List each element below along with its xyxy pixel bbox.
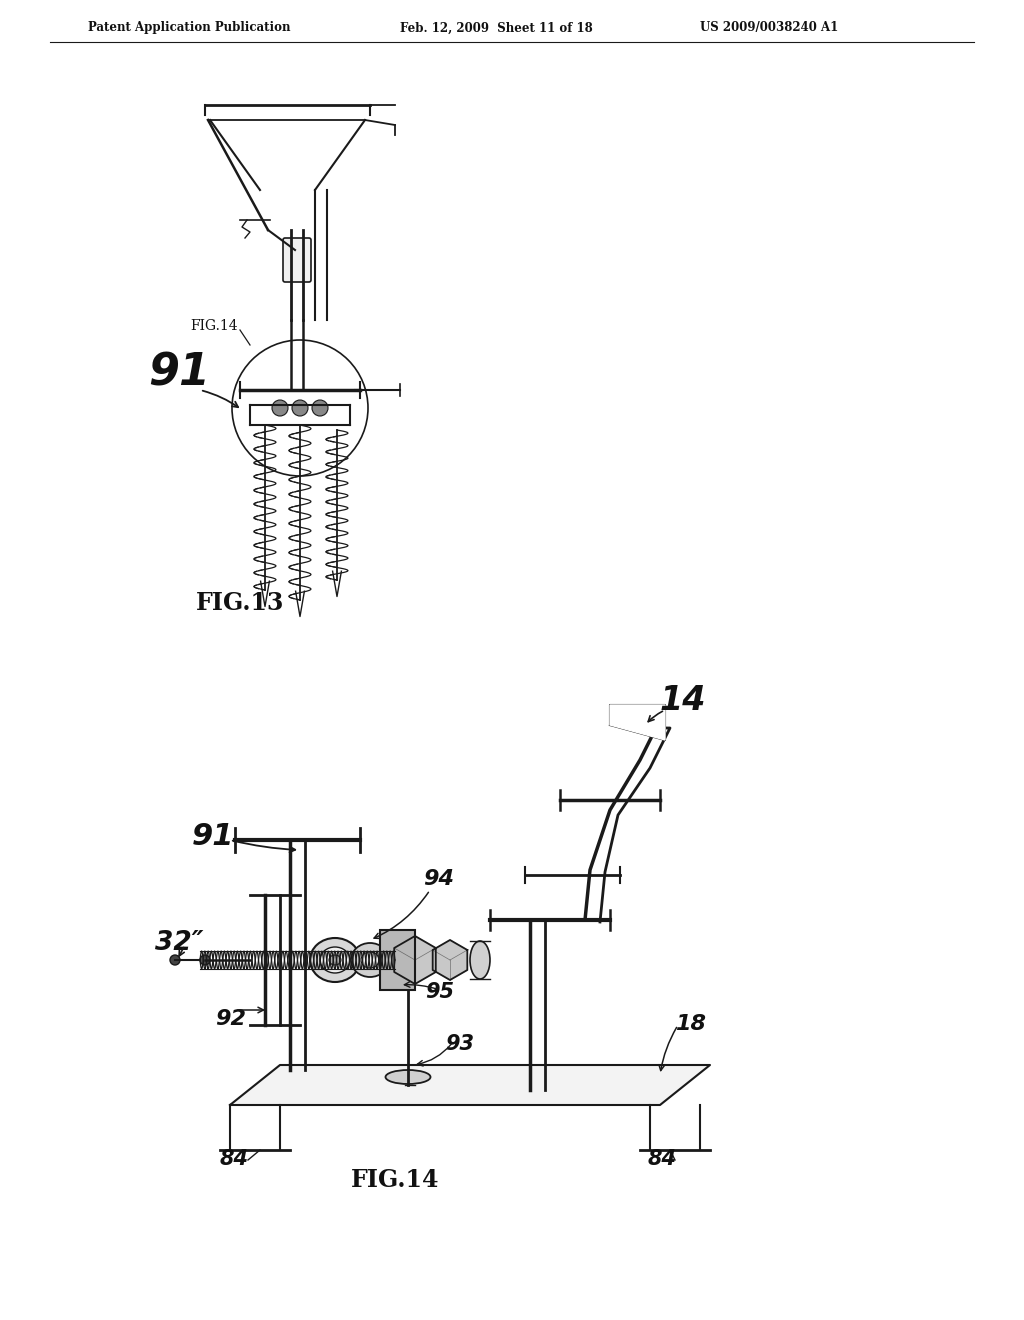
Ellipse shape: [329, 954, 341, 965]
Ellipse shape: [470, 941, 490, 979]
Text: 32″: 32″: [155, 931, 204, 956]
Polygon shape: [610, 705, 665, 741]
Text: 84: 84: [220, 1148, 249, 1170]
Circle shape: [292, 400, 308, 416]
Text: FIG.14: FIG.14: [190, 319, 238, 333]
Text: 93: 93: [445, 1034, 474, 1053]
Text: 91: 91: [148, 351, 210, 393]
Ellipse shape: [319, 946, 350, 973]
Polygon shape: [433, 940, 467, 979]
Text: US 2009/0038240 A1: US 2009/0038240 A1: [700, 21, 839, 34]
Circle shape: [170, 954, 180, 965]
Ellipse shape: [351, 942, 389, 977]
Text: FIG.14: FIG.14: [351, 1168, 439, 1192]
Text: 92: 92: [215, 1008, 246, 1030]
Ellipse shape: [361, 952, 379, 968]
Text: Patent Application Publication: Patent Application Publication: [88, 21, 291, 34]
Text: Feb. 12, 2009  Sheet 11 of 18: Feb. 12, 2009 Sheet 11 of 18: [400, 21, 593, 34]
Circle shape: [312, 400, 328, 416]
Polygon shape: [230, 1065, 710, 1105]
Text: 91: 91: [193, 822, 234, 851]
Text: 14: 14: [660, 684, 707, 717]
Text: 18: 18: [675, 1014, 706, 1034]
Ellipse shape: [385, 1071, 430, 1084]
Polygon shape: [394, 936, 436, 983]
Circle shape: [272, 400, 288, 416]
Circle shape: [200, 954, 210, 965]
FancyBboxPatch shape: [380, 931, 415, 990]
FancyBboxPatch shape: [283, 238, 311, 282]
Text: 84: 84: [648, 1148, 677, 1170]
Ellipse shape: [310, 939, 360, 982]
Text: 94: 94: [423, 869, 454, 888]
Text: 95: 95: [425, 982, 454, 1002]
Text: FIG.13: FIG.13: [196, 591, 285, 615]
